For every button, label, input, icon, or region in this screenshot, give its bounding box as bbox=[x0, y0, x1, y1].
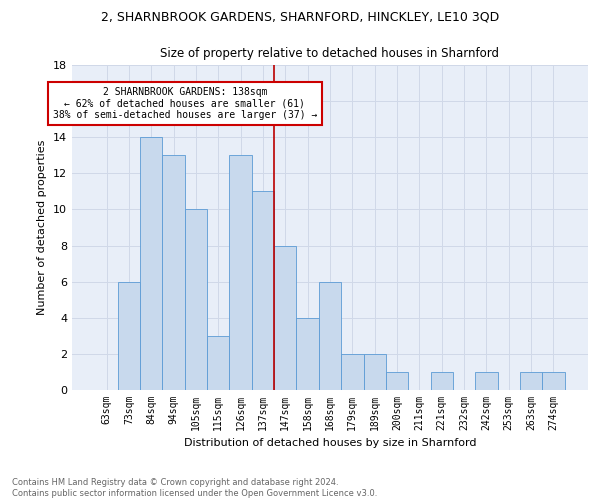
Bar bbox=[274, 246, 296, 390]
Bar bbox=[252, 192, 274, 390]
Bar bbox=[163, 156, 185, 390]
Bar bbox=[185, 210, 207, 390]
Text: Contains HM Land Registry data © Crown copyright and database right 2024.
Contai: Contains HM Land Registry data © Crown c… bbox=[12, 478, 377, 498]
Bar bbox=[341, 354, 364, 390]
Bar bbox=[475, 372, 497, 390]
Bar bbox=[386, 372, 408, 390]
Bar bbox=[319, 282, 341, 390]
X-axis label: Distribution of detached houses by size in Sharnford: Distribution of detached houses by size … bbox=[184, 438, 476, 448]
Bar bbox=[520, 372, 542, 390]
Bar bbox=[364, 354, 386, 390]
Bar bbox=[431, 372, 453, 390]
Text: 2, SHARNBROOK GARDENS, SHARNFORD, HINCKLEY, LE10 3QD: 2, SHARNBROOK GARDENS, SHARNFORD, HINCKL… bbox=[101, 10, 499, 23]
Bar bbox=[229, 156, 252, 390]
Bar bbox=[140, 137, 163, 390]
Title: Size of property relative to detached houses in Sharnford: Size of property relative to detached ho… bbox=[161, 46, 499, 60]
Bar bbox=[118, 282, 140, 390]
Y-axis label: Number of detached properties: Number of detached properties bbox=[37, 140, 47, 315]
Bar bbox=[542, 372, 565, 390]
Bar bbox=[296, 318, 319, 390]
Bar bbox=[207, 336, 229, 390]
Text: 2 SHARNBROOK GARDENS: 138sqm
← 62% of detached houses are smaller (61)
38% of se: 2 SHARNBROOK GARDENS: 138sqm ← 62% of de… bbox=[53, 86, 317, 120]
